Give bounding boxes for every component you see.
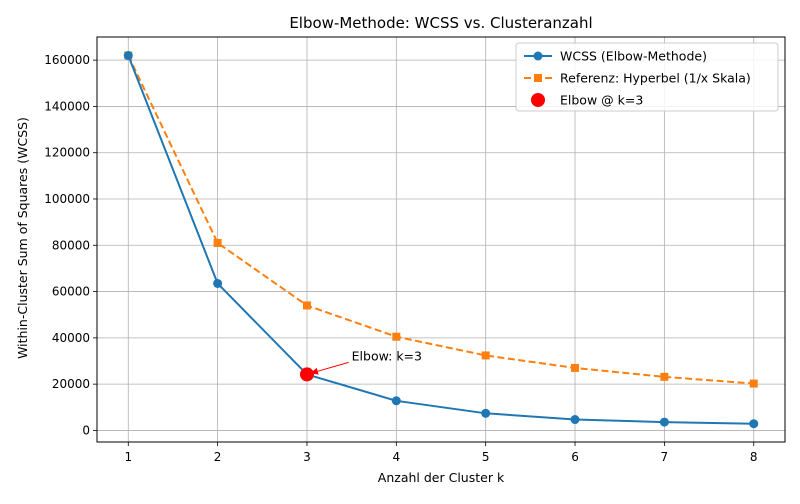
legend-marker-circle <box>533 51 543 61</box>
y-tick-label: 40000 <box>52 331 90 345</box>
series-1 <box>123 51 759 429</box>
series <box>123 51 759 429</box>
axis-ticks: 1 2 3 4 5 6 7 8 0 20000 40000 60000 80000 100000 12000… <box>44 53 757 464</box>
x-tick-label: 6 <box>571 450 579 464</box>
legend-box <box>515 42 779 112</box>
legend-label: WCSS (Elbow-Methode) <box>560 49 707 64</box>
legend: WCSS (Elbow-Methode) Referenz: Hyperbel (… <box>515 42 779 112</box>
x-tick-label: 5 <box>482 450 490 464</box>
x-tick-label: 2 <box>214 450 222 464</box>
y-tick-label: 140000 <box>44 99 90 113</box>
y-tick-label: 20000 <box>52 377 90 391</box>
x-tick-label: 8 <box>750 450 758 464</box>
x-tick-label: 7 <box>661 450 669 464</box>
data-point-circle <box>123 51 133 61</box>
series-line <box>127 55 754 385</box>
y-tick-label: 80000 <box>52 238 90 252</box>
data-point-circle <box>749 419 759 429</box>
data-point-square <box>481 351 490 360</box>
data-point-square <box>213 238 222 247</box>
y-tick-label: 0 <box>82 423 90 437</box>
x-tick-label: 1 <box>124 450 132 464</box>
y-axis-label: Within-Cluster Sum of Squares (WCSS) <box>15 117 30 359</box>
legend-marker-highlight <box>531 93 545 107</box>
x-tick-label: 3 <box>303 450 311 464</box>
data-point-square <box>302 301 311 310</box>
data-point-square <box>571 363 580 372</box>
y-tick-label: 60000 <box>52 285 90 299</box>
plot-frame <box>96 36 786 443</box>
x-tick-label: 4 <box>393 450 401 464</box>
data-point-square <box>749 379 758 388</box>
data-point-circle <box>659 417 669 427</box>
legend-item-2: Referenz: Hyperbel (1/x Skala) <box>524 71 751 86</box>
y-tick-label: 100000 <box>44 192 90 206</box>
data-point-circle <box>391 396 401 406</box>
y-tick-label: 160000 <box>44 53 90 67</box>
annotations: Elbow: k=3 <box>299 348 422 382</box>
legend-marker-square <box>534 74 542 82</box>
elbow-highlight-point <box>299 367 314 382</box>
data-point-circle <box>481 408 491 418</box>
data-point-square <box>392 332 401 341</box>
data-point-circle <box>213 278 223 288</box>
data-point-circle <box>570 415 580 425</box>
annotation-label: Elbow: k=3 <box>352 348 422 363</box>
legend-label: Elbow @ k=3 <box>560 93 643 108</box>
data-point-square <box>660 372 669 381</box>
legend-item-3: Elbow @ k=3 <box>531 93 643 108</box>
legend-label: Referenz: Hyperbel (1/x Skala) <box>560 71 751 86</box>
series-line <box>127 55 754 425</box>
annotation-arrow-head <box>309 367 319 375</box>
x-axis-label: Anzahl der Cluster k <box>378 470 505 485</box>
chart-title: Elbow-Methode: WCSS vs. Clusteranzahl <box>289 14 592 32</box>
y-tick-label: 120000 <box>44 146 90 160</box>
legend-item-1: WCSS (Elbow-Methode) <box>524 49 707 64</box>
